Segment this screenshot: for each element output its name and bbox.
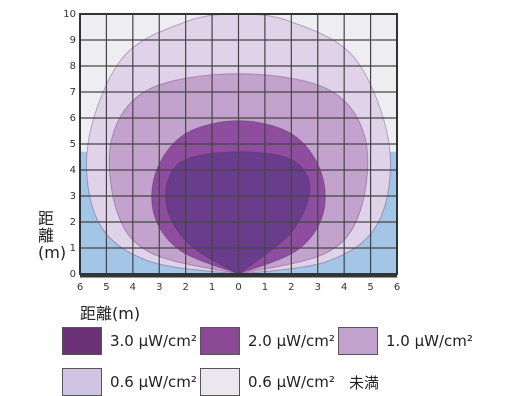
x-tick-label: 3: [156, 282, 162, 293]
y-tick-label: 5: [70, 139, 76, 150]
x-tick-label: 6: [77, 282, 83, 293]
y-tick-label: 7: [70, 87, 76, 98]
y-tick-label: 4: [70, 165, 76, 176]
x-tick-label: 5: [367, 282, 373, 293]
y-tick-label: 6: [70, 113, 76, 124]
y-tick-label: 10: [63, 9, 76, 20]
x-tick-label: 4: [341, 282, 347, 293]
x-tick-label: 0: [235, 282, 241, 293]
contour-region: [165, 151, 311, 275]
x-tick-label: 5: [103, 282, 109, 293]
x-tick-label: 2: [288, 282, 294, 293]
x-tick-label: 2: [182, 282, 188, 293]
y-tick-label: 9: [70, 35, 76, 46]
y-tick-label: 1: [70, 243, 76, 254]
x-tick-label: 6: [394, 282, 400, 293]
y-tick-label: 2: [70, 217, 76, 228]
x-tick-label: 1: [262, 282, 268, 293]
plot-frame: [79, 13, 398, 275]
y-tick-label: 0: [70, 269, 76, 280]
y-tick-label: 8: [70, 61, 76, 72]
x-tick-label: 1: [209, 282, 215, 293]
y-tick-label: 3: [70, 191, 76, 202]
x-tick-label: 3: [315, 282, 321, 293]
grid: [79, 13, 398, 278]
x-tick-label: 4: [130, 282, 136, 293]
